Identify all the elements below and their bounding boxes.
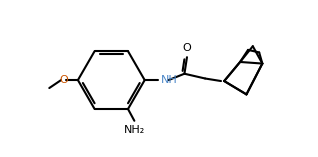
Text: NH: NH	[161, 75, 177, 85]
Text: O: O	[59, 75, 68, 85]
Text: NH₂: NH₂	[124, 125, 145, 135]
Text: O: O	[183, 43, 191, 53]
